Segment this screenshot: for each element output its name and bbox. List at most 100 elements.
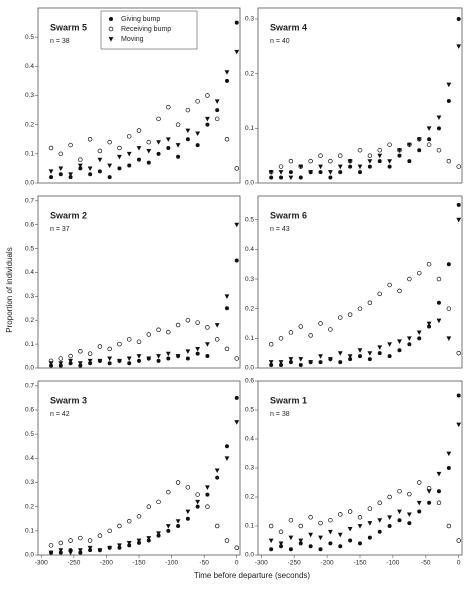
data-point xyxy=(357,164,363,170)
data-point xyxy=(338,315,343,320)
y-tick-label: 0.5 xyxy=(25,245,34,252)
data-point xyxy=(224,346,230,352)
data-point xyxy=(234,395,239,400)
data-point xyxy=(357,147,363,153)
data-point xyxy=(48,550,54,556)
data-point xyxy=(397,348,402,353)
data-point xyxy=(107,545,113,551)
data-point xyxy=(97,344,103,349)
data-point xyxy=(78,157,83,162)
data-point xyxy=(214,323,220,328)
x-tick-label: -50 xyxy=(421,560,431,567)
data-point xyxy=(367,521,373,526)
data-point xyxy=(234,356,239,361)
data-point xyxy=(288,360,293,365)
data-point xyxy=(357,524,363,529)
y-tick-label: 0.4 xyxy=(25,455,34,462)
data-point xyxy=(107,175,112,180)
data-point xyxy=(215,108,220,113)
data-point xyxy=(156,327,161,333)
x-tick-label: -100 xyxy=(386,560,399,567)
data-point xyxy=(417,336,422,341)
data-point xyxy=(416,270,422,276)
data-point xyxy=(268,360,274,365)
data-point xyxy=(269,175,274,180)
data-point xyxy=(214,468,220,474)
data-point xyxy=(318,153,323,158)
data-point xyxy=(426,261,432,267)
legend-marker xyxy=(108,26,114,32)
data-point xyxy=(117,358,122,364)
x-tick-label: -100 xyxy=(165,560,178,567)
y-tick-label: 0.7 xyxy=(25,383,34,390)
y-tick-label: 0.1 xyxy=(245,125,254,132)
data-point xyxy=(327,529,333,535)
data-point xyxy=(146,356,152,362)
data-point xyxy=(436,300,441,305)
x-tick-label: -150 xyxy=(132,560,145,567)
data-point xyxy=(367,506,373,511)
data-point xyxy=(205,354,210,359)
data-point xyxy=(68,550,73,556)
x-tick-label: -300 xyxy=(255,560,268,567)
data-point xyxy=(146,139,152,145)
data-point xyxy=(397,153,402,158)
data-point xyxy=(308,515,313,520)
data-point xyxy=(436,147,442,153)
x-tick-label: -200 xyxy=(321,560,334,567)
data-point xyxy=(446,158,452,164)
y-tick-label: 0.2 xyxy=(245,305,254,312)
data-point xyxy=(146,332,152,337)
data-point xyxy=(224,456,230,461)
data-point xyxy=(195,131,201,137)
data-point xyxy=(358,354,362,359)
data-point xyxy=(318,354,323,359)
data-point xyxy=(156,151,161,156)
data-point xyxy=(78,349,83,354)
data-point xyxy=(77,361,83,366)
data-point xyxy=(456,350,461,356)
y-tick-label: 0.0 xyxy=(25,180,34,187)
data-point xyxy=(427,500,432,505)
data-point xyxy=(127,361,132,366)
data-point xyxy=(358,170,362,175)
data-point xyxy=(146,504,152,509)
data-point xyxy=(156,358,161,363)
data-point xyxy=(156,354,161,359)
y-tick-label: 0.6 xyxy=(25,407,34,414)
y-tick-label: 0.5 xyxy=(245,216,254,223)
data-point xyxy=(107,356,113,362)
x-tick-label: -200 xyxy=(100,560,113,567)
data-point xyxy=(279,363,284,368)
data-point xyxy=(416,480,422,485)
data-point xyxy=(165,137,171,142)
data-point xyxy=(446,306,452,311)
data-point xyxy=(224,306,229,311)
y-tick-label: 0.3 xyxy=(25,293,34,300)
data-point xyxy=(48,361,54,366)
data-point xyxy=(406,142,412,148)
data-point xyxy=(298,175,303,180)
data-point xyxy=(288,330,294,335)
data-point xyxy=(347,159,353,164)
data-point xyxy=(214,337,220,342)
data-point xyxy=(166,356,171,361)
data-point xyxy=(338,544,343,549)
data-point xyxy=(407,521,412,526)
panel-title: Swarm 4 xyxy=(270,22,307,32)
data-point xyxy=(205,504,210,509)
data-point xyxy=(298,538,304,544)
data-point xyxy=(234,20,239,25)
data-point xyxy=(377,345,383,350)
data-point xyxy=(126,134,132,139)
data-point xyxy=(224,78,229,83)
data-point xyxy=(205,492,210,497)
data-point xyxy=(126,151,132,157)
data-point xyxy=(185,107,191,113)
y-tick-label: 0.2 xyxy=(25,503,34,510)
data-point xyxy=(436,489,441,494)
data-point xyxy=(136,538,142,544)
data-point xyxy=(278,529,284,535)
data-point xyxy=(387,515,393,520)
data-point xyxy=(406,512,412,518)
